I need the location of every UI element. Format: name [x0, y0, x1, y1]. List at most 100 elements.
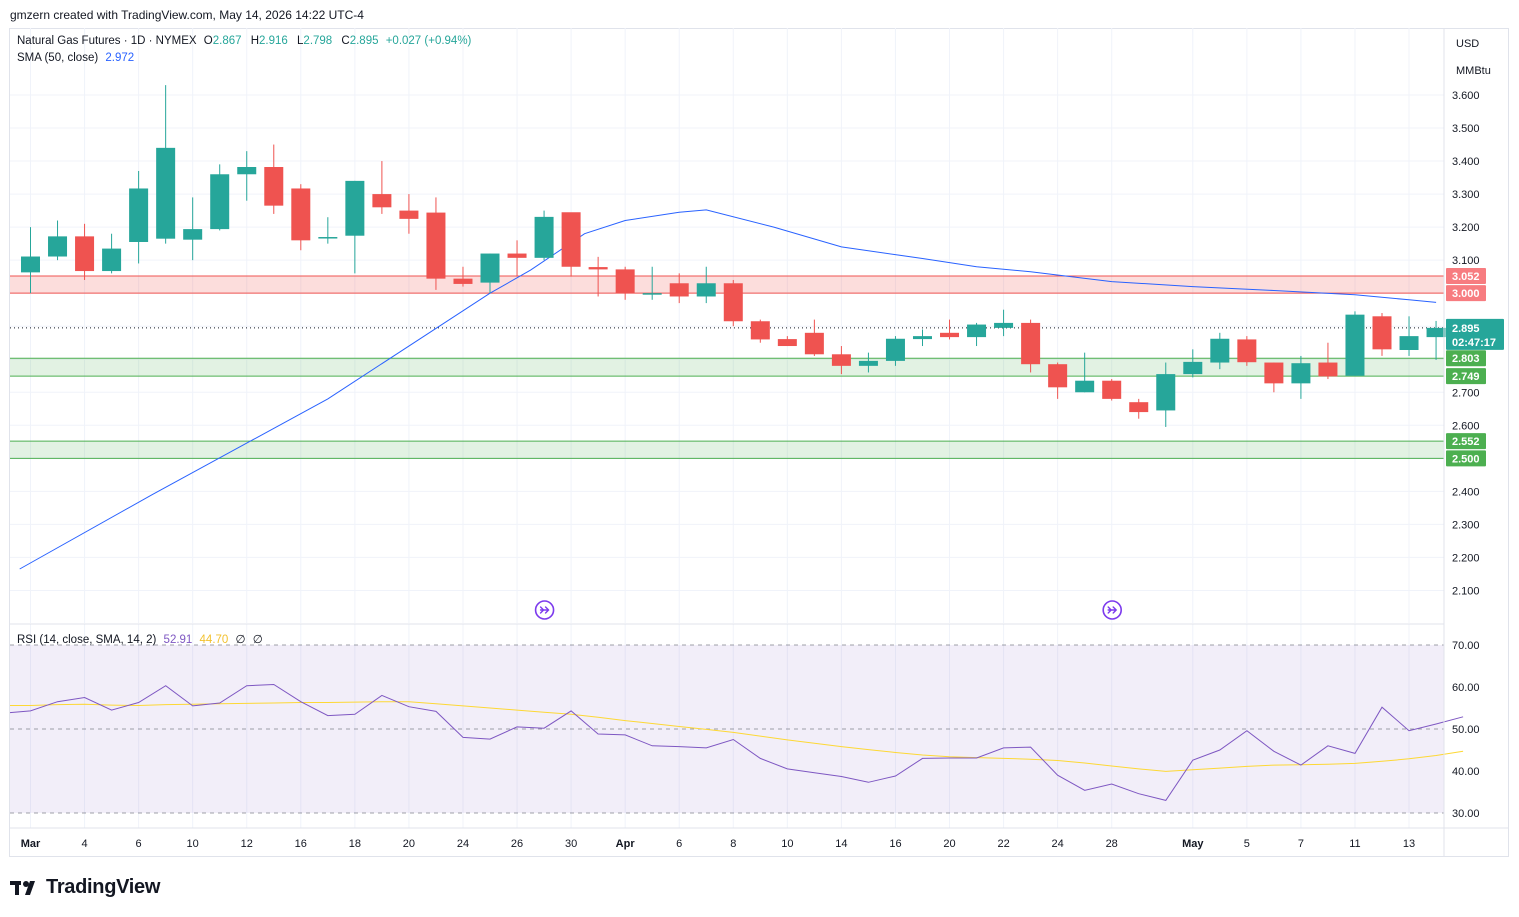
price-tick-label: 3.400 [1452, 156, 1480, 168]
rsi-legend[interactable]: RSI (14, close, SMA, 14, 2) 52.91 44.70 … [17, 632, 267, 646]
time-tick-label: 20 [943, 838, 955, 850]
candle [723, 279, 743, 327]
time-tick-label: 10 [781, 838, 793, 850]
candle [777, 336, 797, 347]
candle-body [588, 267, 608, 270]
candle [534, 210, 554, 261]
tradingview-logo[interactable]: TradingView [10, 876, 160, 899]
candle-body [1075, 380, 1095, 393]
event-marker-icon [534, 600, 555, 620]
candle [1075, 352, 1095, 393]
rsi-legend-empty-2: ∅ [252, 634, 263, 646]
candle-body [1237, 339, 1257, 363]
time-tick-label: 30 [565, 838, 577, 850]
rsi-sma-line [10, 701, 1464, 772]
candle [345, 180, 365, 274]
price-tick-label: 2.700 [1452, 387, 1480, 399]
candle [453, 266, 473, 287]
candle-body [804, 332, 824, 355]
time-tick-label: Mar [21, 838, 41, 850]
chart-caption: gmzern created with TradingView.com, May… [10, 8, 364, 22]
candle-body [885, 338, 905, 361]
candle-body [102, 248, 122, 272]
candle-body [1210, 338, 1230, 363]
price-tick-label: 3.600 [1452, 90, 1480, 102]
time-tick-label: 20 [403, 838, 415, 850]
candle [1399, 316, 1419, 356]
candle [642, 266, 662, 300]
time-tick-label: 22 [997, 838, 1009, 850]
support-zone-top-label-bg [1446, 350, 1486, 367]
support-zone [10, 358, 1444, 377]
tradingview-logo-icon [10, 880, 35, 895]
candle [210, 164, 230, 231]
main-legend: Natural Gas Futures · 1D · NYMEX O2.867 … [17, 35, 475, 47]
time-tick-label: 11 [1349, 838, 1360, 850]
currency-label[interactable]: USD [1456, 38, 1480, 50]
candle-body [1399, 336, 1419, 350]
candle-body [75, 236, 95, 272]
candle-body [561, 212, 581, 267]
support-zone-top-label-text: 2.803 [1452, 353, 1480, 365]
last-price-label: 2.895 02:47:17 [1446, 318, 1504, 350]
time-tick-label: 24 [1052, 838, 1064, 850]
rsi-legend-empty-1: ∅ [235, 634, 246, 646]
symbol-title[interactable]: Natural Gas Futures · 1D · NYMEX [17, 35, 197, 47]
sma-legend[interactable]: SMA (50, close) 2.972 [17, 52, 138, 64]
candle-body [1264, 362, 1284, 384]
candle-body [1345, 314, 1365, 376]
rsi-legend-value: 52.91 [163, 634, 193, 646]
candle [1345, 311, 1365, 376]
candle-body [156, 147, 176, 239]
candle [237, 151, 257, 201]
support-zone-top-label-text: 2.552 [1452, 436, 1480, 448]
time-tick-label: May [1182, 838, 1204, 850]
rsi-tick-label: 40.00 [1452, 766, 1480, 778]
candle-body [940, 332, 960, 338]
sma-50-line [19, 209, 1437, 570]
time-tick-label: 14 [835, 838, 847, 850]
candle-body [1426, 327, 1446, 338]
sma-legend-label: SMA (50, close) [17, 52, 99, 64]
support-zone-bottom-label: 2.500 [1446, 450, 1486, 467]
time-tick-label: 28 [1106, 838, 1118, 850]
candle-body [1129, 402, 1149, 413]
candle [696, 266, 716, 304]
time-tick-label: 18 [349, 838, 361, 850]
price-tick-label: 3.300 [1452, 189, 1480, 201]
resistance-zone-bottom-label: 3.000 [1446, 285, 1486, 302]
candle-body [1291, 363, 1311, 384]
price-tick-label: 2.300 [1452, 519, 1480, 531]
price-change: +0.027 (+0.94%) [385, 35, 472, 47]
unit-label[interactable]: MMBtu [1456, 65, 1491, 77]
candle-body [615, 269, 635, 294]
resistance-zone-bottom-label-bg [1446, 285, 1486, 302]
candle [561, 212, 581, 277]
support-zone [10, 441, 1444, 459]
candle [480, 253, 500, 294]
candle-body [183, 229, 203, 240]
candle-body [129, 188, 149, 242]
candle [1291, 355, 1311, 399]
candle [1264, 362, 1284, 393]
countdown-text: 02:47:17 [1452, 337, 1496, 349]
time-tick-label: 13 [1403, 838, 1415, 850]
ohlc-open: O2.867 [203, 35, 242, 47]
rsi-tick-label: 50.00 [1452, 724, 1480, 736]
candle [994, 309, 1014, 337]
rsi-tick-label: 70.00 [1452, 640, 1480, 652]
ohlc-high: H2.916 [250, 35, 288, 47]
time-tick-label: 5 [1244, 838, 1250, 850]
support-zone-bottom-label-bg [1446, 450, 1486, 467]
price-tick-label: 2.600 [1452, 420, 1480, 432]
last-price-value: 2.895 [1452, 323, 1480, 335]
candle-body [723, 283, 743, 322]
candle-body [1318, 362, 1338, 377]
candle [129, 170, 149, 264]
candle [21, 227, 40, 294]
candle [831, 346, 851, 375]
candle-body [831, 354, 851, 366]
event-marker-arrow [1107, 606, 1118, 614]
candle [291, 184, 311, 251]
